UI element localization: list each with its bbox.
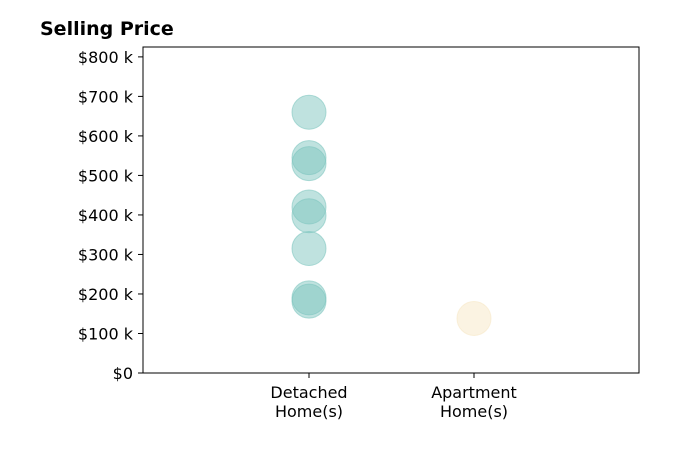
y-tick-label: $0 bbox=[113, 364, 133, 383]
y-tick-label: $100 k bbox=[78, 324, 134, 343]
x-axis: Detached Home(s) Apartment Home(s) bbox=[270, 373, 517, 421]
y-tick-label: $800 k bbox=[78, 48, 134, 67]
data-point bbox=[456, 300, 492, 336]
y-axis: $0 $100 k $200 k $300 k $400 k $500 k $600 k $7… bbox=[78, 48, 143, 383]
chart-title: Selling Price bbox=[40, 18, 174, 40]
data-point bbox=[291, 231, 327, 267]
data-points bbox=[291, 94, 492, 336]
data-point bbox=[291, 198, 327, 234]
data-point bbox=[291, 94, 327, 130]
y-tick-label: $600 k bbox=[78, 127, 134, 146]
data-point bbox=[291, 146, 327, 182]
plot-frame bbox=[142, 46, 640, 374]
y-tick-label: $300 k bbox=[78, 245, 134, 264]
y-tick-label: $500 k bbox=[78, 166, 134, 185]
y-tick-label: $700 k bbox=[78, 87, 134, 106]
y-tick-label: $200 k bbox=[78, 285, 134, 304]
x-tick-label: Detached Home(s) bbox=[270, 383, 347, 421]
data-point bbox=[291, 283, 327, 319]
y-tick-label: $400 k bbox=[78, 206, 134, 225]
x-tick-label: Apartment Home(s) bbox=[431, 383, 517, 421]
